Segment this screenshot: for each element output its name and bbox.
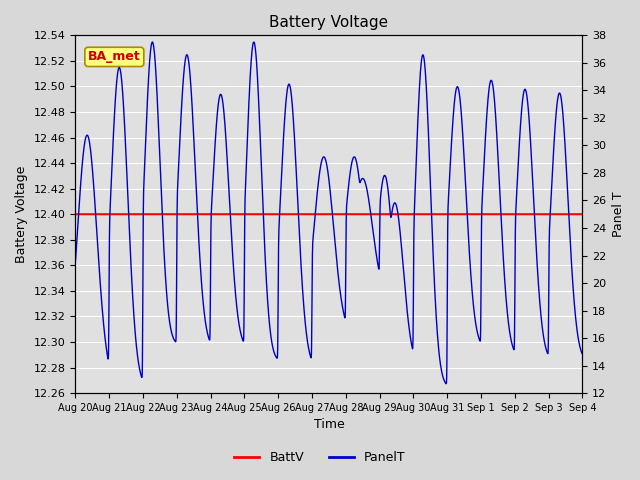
Legend: BattV, PanelT: BattV, PanelT <box>229 446 411 469</box>
Y-axis label: Battery Voltage: Battery Voltage <box>15 166 28 263</box>
X-axis label: Time: Time <box>314 419 344 432</box>
Text: BA_met: BA_met <box>88 50 141 63</box>
Title: Battery Voltage: Battery Voltage <box>269 15 388 30</box>
Y-axis label: Panel T: Panel T <box>612 192 625 237</box>
